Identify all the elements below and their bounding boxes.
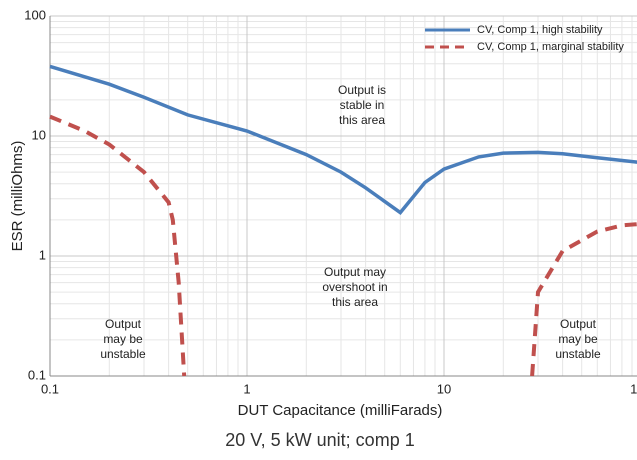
annotation: may be: [558, 332, 598, 346]
annotation: overshoot in: [322, 280, 387, 294]
x-tick-label: 0.1: [41, 381, 59, 396]
y-tick-label: 10: [32, 127, 46, 142]
x-axis-label: DUT Capacitance (milliFarads): [238, 402, 443, 419]
series-line: [49, 64, 637, 215]
annotation: this area: [332, 295, 378, 309]
annotation: Output may: [324, 265, 386, 279]
annotation: unstable: [100, 347, 146, 361]
y-tick-label: 100: [24, 7, 46, 22]
annotation: this area: [339, 113, 385, 127]
annotation: Output: [105, 317, 142, 331]
y-tick-label: 0.1: [28, 367, 46, 382]
series-line: [49, 114, 637, 377]
x-tick-label: 10: [437, 381, 451, 396]
annotation: may be: [103, 332, 143, 346]
annotation: stable in: [340, 98, 385, 112]
legend-label: CV, Comp 1, high stability: [477, 24, 603, 36]
x-tick-label: 100: [630, 381, 637, 396]
caption: 20 V, 5 kW unit; comp 1: [225, 430, 414, 450]
y-tick-label: 1: [39, 247, 46, 262]
y-axis-label: ESR (milliOhms): [9, 141, 26, 252]
x-tick-label: 1: [243, 381, 250, 396]
annotation: Output: [560, 317, 597, 331]
legend-label: CV, Comp 1, marginal stability: [477, 41, 624, 53]
annotation: unstable: [555, 347, 601, 361]
annotation: Output is: [338, 83, 386, 97]
